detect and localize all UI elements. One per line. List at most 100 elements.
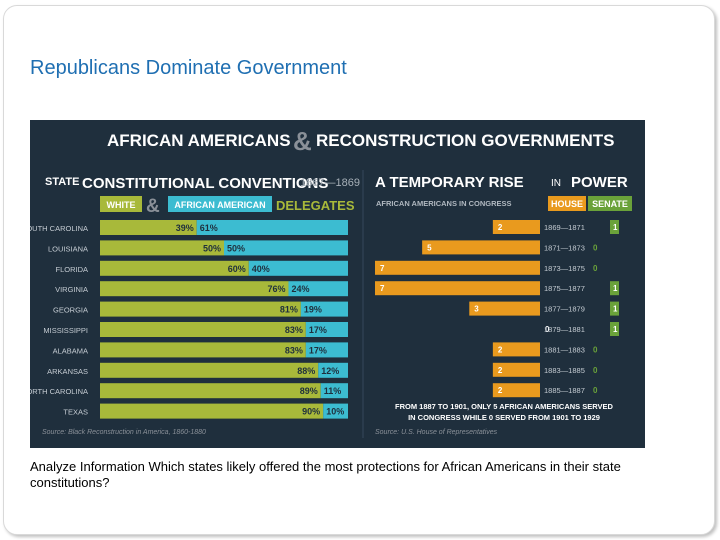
house-bar-1877-1879 — [469, 301, 540, 316]
senate-bar-1879-1881 — [610, 322, 619, 336]
aa-value-texas: 10% — [326, 407, 344, 417]
aa-value-arkansas: 12% — [321, 366, 339, 376]
legend-house-swatch — [548, 196, 586, 211]
aa-bar-south-carolina — [196, 220, 348, 235]
white-value-louisiana: 50% — [203, 243, 221, 253]
house-value-1871-1873: 5 — [427, 243, 432, 252]
senate-bar-1875-1877 — [610, 281, 619, 296]
right-source: Source: U.S. House of Representatives — [375, 429, 498, 436]
senate-value-1883-1885: 0 — [593, 366, 598, 375]
white-bar-georgia — [100, 301, 301, 317]
legend-white-swatch — [100, 196, 142, 212]
legend-amp: & — [146, 196, 160, 217]
aa-bar-georgia — [300, 301, 348, 317]
period-label-1873-1875: 1873—1875 — [544, 264, 585, 273]
house-bar-1871-1873 — [422, 240, 540, 255]
white-value-south-carolina: 39% — [176, 223, 194, 233]
state-label-florida: FLORIDA — [55, 265, 88, 274]
house-value-1879-1881: 0 — [545, 325, 550, 334]
period-label-1883-1885: 1883—1885 — [544, 366, 585, 375]
senate-value-1879-1881: 1 — [613, 325, 618, 334]
senate-value-1873-1875: 0 — [593, 264, 598, 273]
white-bar-alabama — [100, 342, 306, 358]
aa-value-virginia: 24% — [291, 284, 309, 294]
right-subtitle: AFRICAN AMERICANS IN CONGRESS — [376, 199, 512, 208]
right-title-in: IN — [551, 178, 561, 189]
white-bar-virginia — [100, 281, 289, 297]
aa-value-south-carolina: 61% — [200, 223, 218, 233]
white-value-mississippi: 83% — [285, 325, 303, 335]
aa-bar-arkansas — [318, 362, 348, 378]
right-title-b: POWER — [571, 174, 628, 191]
white-bar-north-carolina — [100, 383, 321, 399]
left-chart-years: 1867—1869 — [300, 177, 360, 189]
house-value-1885-1887: 2 — [498, 386, 503, 395]
white-value-georgia: 81% — [280, 305, 298, 315]
aa-value-florida: 40% — [252, 264, 270, 274]
legend-senate-swatch — [588, 196, 632, 211]
house-bar-1883-1885 — [492, 362, 540, 377]
state-label-virginia: VIRGINIA — [55, 285, 88, 294]
main-title-right: RECONSTRUCTION GOVERNMENTS — [316, 131, 614, 150]
left-source: Source: Black Reconstruction in America,… — [42, 429, 206, 436]
white-bar-texas — [100, 403, 324, 419]
house-bar-1881-1883 — [492, 342, 540, 357]
state-label-mississippi: MISSISSIPPI — [43, 326, 88, 335]
senate-value-1869-1871: 1 — [613, 223, 618, 232]
period-label-1869-1871: 1869—1871 — [544, 223, 585, 232]
legend-aa-swatch — [168, 196, 272, 212]
page-title: Republicans Dominate Government — [30, 57, 347, 79]
period-label-1879-1881: 1879—1881 — [544, 325, 585, 334]
senate-value-1875-1877: 1 — [613, 284, 618, 293]
white-value-north-carolina: 89% — [300, 386, 318, 396]
period-label-1877-1879: 1877—1879 — [544, 305, 585, 314]
aa-bar-virginia — [288, 281, 348, 297]
state-label-texas: TEXAS — [63, 408, 88, 417]
white-bar-arkansas — [100, 362, 319, 378]
house-value-1875-1877: 7 — [380, 284, 385, 293]
aa-bar-louisiana — [224, 240, 348, 256]
senate-value-1877-1879: 1 — [613, 305, 618, 314]
white-bar-south-carolina — [100, 220, 197, 235]
white-value-texas: 90% — [302, 407, 320, 417]
question-caption: Analyze Information Which states likely … — [30, 459, 621, 490]
period-label-1875-1877: 1875—1877 — [544, 284, 585, 293]
infographic: AFRICAN AMERICANS & RECONSTRUCTION GOVER… — [30, 120, 645, 448]
white-value-virginia: 76% — [267, 284, 285, 294]
aa-value-louisiana: 50% — [227, 243, 245, 253]
aa-bar-florida — [248, 260, 348, 276]
congress-bars: 2 1869—1871 1 5 1871—1873 0 7 1873—1875 0 7 1875—1… — [375, 220, 619, 398]
left-chart-title: CONSTITUTIONAL CONVENTIONS — [82, 175, 328, 192]
white-value-alabama: 83% — [285, 345, 303, 355]
right-title-a: A TEMPORARY RISE — [375, 174, 524, 191]
period-label-1885-1887: 1885—1887 — [544, 386, 585, 395]
white-bar-florida — [100, 260, 249, 276]
white-value-florida: 60% — [228, 264, 246, 274]
senate-value-1881-1883: 0 — [593, 345, 598, 354]
state-label-alabama: ALABAMA — [53, 346, 88, 355]
house-bar-1873-1875 — [375, 260, 540, 275]
aa-value-alabama: 17% — [309, 345, 327, 355]
white-bar-mississippi — [100, 322, 306, 337]
convention-bars: SOUTH CAROLINA 39% 61% LOUISIANA 50% 50% FLORI… — [30, 220, 348, 419]
legend-house-label: HOUSE — [551, 199, 583, 209]
legend-aa-label: AFRICAN AMERICAN — [174, 200, 265, 210]
state-label-georgia: GEORGIA — [53, 306, 88, 315]
house-value-1883-1885: 2 — [498, 366, 503, 375]
white-bar-louisiana — [100, 240, 224, 256]
main-title-amp: & — [293, 126, 312, 156]
infographic-chart: AFRICAN AMERICANS & RECONSTRUCTION GOVER… — [30, 126, 632, 438]
house-bar-1875-1877 — [375, 281, 540, 296]
aa-bar-alabama — [305, 342, 348, 358]
aa-value-georgia: 19% — [304, 305, 322, 315]
congress-note-line1: FROM 1887 TO 1901, ONLY 5 AFRICAN AMERIC… — [395, 402, 614, 411]
legend-delegates: DELEGATES — [276, 198, 355, 213]
senate-bar-1877-1879 — [610, 301, 619, 316]
state-label-south-carolina: SOUTH CAROLINA — [30, 224, 88, 233]
left-title-prefix: STATE — [45, 176, 79, 188]
state-label-louisiana: LOUISIANA — [48, 244, 88, 253]
aa-value-mississippi: 17% — [309, 325, 327, 335]
house-value-1869-1871: 2 — [498, 223, 503, 232]
state-label-arkansas: ARKANSAS — [47, 367, 88, 376]
house-bar-1885-1887 — [492, 383, 540, 398]
